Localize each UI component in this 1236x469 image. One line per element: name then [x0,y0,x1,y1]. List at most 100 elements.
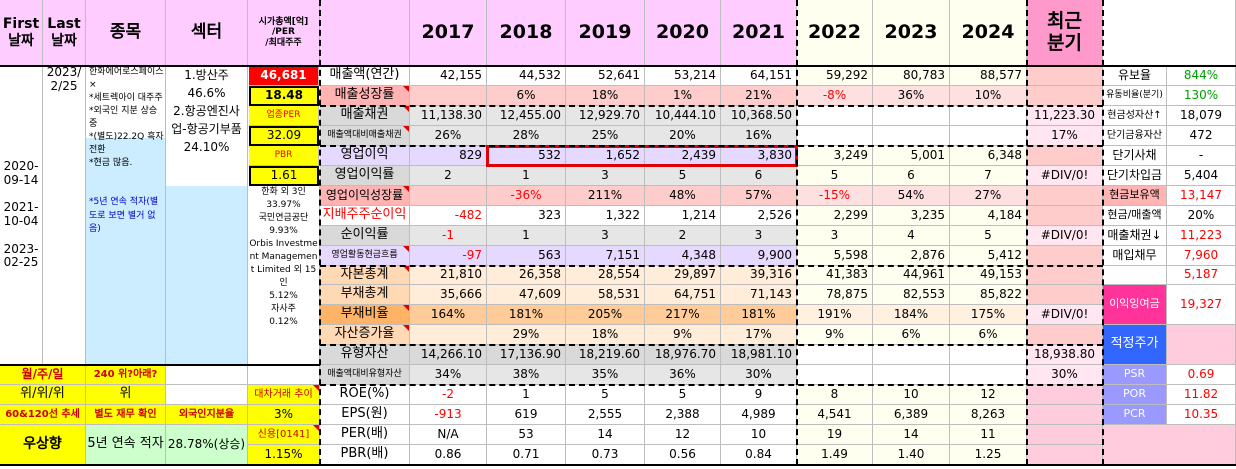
recent-quarter-cell[interactable] [1027,206,1103,226]
data-cell[interactable] [797,126,873,146]
data-cell[interactable]: 57% [721,186,797,206]
header-year[interactable]: 2017 [410,0,487,66]
data-cell[interactable] [873,126,950,146]
data-cell[interactable]: 12 [950,385,1027,405]
data-cell[interactable]: 4,541 [797,405,873,425]
data-cell[interactable]: 10 [721,425,797,445]
data-cell[interactable]: 2,555 [566,405,645,425]
recent-quarter-cell[interactable]: #DIV/0! [1027,226,1103,246]
trend-value-2[interactable]: 위 [86,385,166,405]
data-cell[interactable] [410,325,487,345]
side-label[interactable]: 단기차입금 [1103,166,1167,186]
header-side-blank[interactable] [1103,0,1236,66]
trend-label-4[interactable]: 우상향 [0,425,86,465]
data-cell[interactable]: 10,368.50 [721,106,797,126]
data-cell[interactable]: 7,151 [566,246,645,266]
data-cell[interactable]: 164% [410,305,487,325]
data-cell[interactable]: 8,263 [950,405,1027,425]
data-cell[interactable] [950,106,1027,126]
side-value[interactable]: 11,223 [1167,226,1236,246]
data-cell[interactable]: 184% [873,305,950,325]
recent-quarter-cell[interactable] [1027,186,1103,206]
data-cell[interactable]: 323 [487,206,566,226]
header-year[interactable]: 2024 [950,0,1027,66]
side-value[interactable]: - [1167,146,1236,166]
side-value[interactable]: 20% [1167,206,1236,226]
data-cell[interactable]: 9% [645,325,721,345]
trend-value-4[interactable]: 5년 연속 적자 [86,425,166,465]
data-cell[interactable] [410,186,487,206]
data-cell[interactable]: N/A [410,425,487,445]
side-label[interactable]: 매출채권↓ [1103,226,1167,246]
loan-trend-value[interactable]: 3% [248,405,320,425]
data-cell[interactable]: 3,249 [797,146,873,166]
recent-quarter-cell[interactable]: 11,223.30 [1027,106,1103,126]
data-cell[interactable]: 619 [487,405,566,425]
header-year[interactable]: 2023 [873,0,950,66]
pbr-value[interactable]: 1.61 [249,166,319,186]
data-cell[interactable]: 4,989 [721,405,797,425]
data-cell[interactable]: 58,531 [566,285,645,305]
data-cell[interactable]: 0.84 [721,445,797,465]
header-sector[interactable]: 섹터 [166,0,248,66]
data-cell[interactable]: 18,219.60 [566,345,645,365]
side-label[interactable]: POR [1103,385,1167,405]
data-cell[interactable]: 6,389 [873,405,950,425]
data-cell[interactable]: 4,348 [645,246,721,266]
row-label[interactable]: 자산증가율 [320,325,410,345]
data-cell[interactable]: -97 [410,246,487,266]
recent-quarter-cell[interactable] [1027,266,1103,285]
data-cell[interactable]: 1% [645,86,721,106]
row-label[interactable]: 매출액대비유형자산 [320,365,410,385]
data-cell[interactable]: -15% [797,186,873,206]
last-dates[interactable]: 2023/2/25 [43,66,86,365]
data-cell[interactable]: 39,316 [721,266,797,285]
data-cell[interactable]: 35,666 [410,285,487,305]
data-cell[interactable]: 80,783 [873,66,950,86]
data-cell[interactable]: 11 [950,425,1027,445]
side-label[interactable]: 현금보유액 [1103,186,1167,206]
header-year[interactable]: 2019 [566,0,645,66]
row-label[interactable]: 부채비율 [320,305,410,325]
data-cell[interactable]: 9% [797,325,873,345]
side-label[interactable]: 단기금융자산 [1103,126,1167,146]
data-cell[interactable]: 8 [797,385,873,405]
header-recent-quarter[interactable]: 최근 분기 [1027,0,1103,66]
recent-quarter-cell[interactable] [1027,405,1103,425]
data-cell[interactable] [950,345,1027,365]
row-label[interactable]: EPS(원) [320,405,410,425]
data-cell[interactable]: 2 [645,226,721,246]
side-label[interactable]: 현금/매출액 [1103,206,1167,226]
data-cell[interactable]: 563 [487,246,566,266]
data-cell[interactable]: -36% [487,186,566,206]
data-cell[interactable]: 1 [487,226,566,246]
data-cell[interactable]: 18% [566,86,645,106]
trend-blank-1[interactable] [166,365,248,385]
data-cell[interactable]: 85,822 [950,285,1027,305]
side-label[interactable]: 이익잉여금 [1103,285,1167,325]
side-label[interactable]: PSR [1103,365,1167,385]
data-cell[interactable]: 3 [566,226,645,246]
data-cell[interactable]: 9 [721,385,797,405]
row-label[interactable]: 지배주주순이익 [320,206,410,226]
recent-quarter-cell[interactable] [1027,385,1103,405]
side-label[interactable]: 단기사채 [1103,146,1167,166]
row-label[interactable]: 순이익률 [320,226,410,246]
data-cell[interactable]: 3 [566,166,645,186]
data-cell[interactable]: 5 [645,166,721,186]
data-cell[interactable]: 6,348 [950,146,1027,166]
header-mcap[interactable]: 시가총액[억]/PER/최대주주 [248,0,320,66]
data-cell[interactable]: 71,143 [721,285,797,305]
data-cell[interactable]: 1 [487,385,566,405]
data-cell[interactable]: 48% [645,186,721,206]
data-cell[interactable] [873,365,950,385]
data-cell[interactable]: 4 [873,226,950,246]
data-cell[interactable]: 88,577 [950,66,1027,86]
recent-quarter-cell[interactable] [1027,425,1103,445]
data-cell[interactable]: 53,214 [645,66,721,86]
data-cell[interactable]: 2,439 [645,146,721,166]
data-cell[interactable]: 21% [721,86,797,106]
trend-value-1[interactable]: 240 위?아래? [86,365,166,385]
data-cell[interactable]: 181% [721,305,797,325]
data-cell[interactable]: 28% [487,126,566,146]
